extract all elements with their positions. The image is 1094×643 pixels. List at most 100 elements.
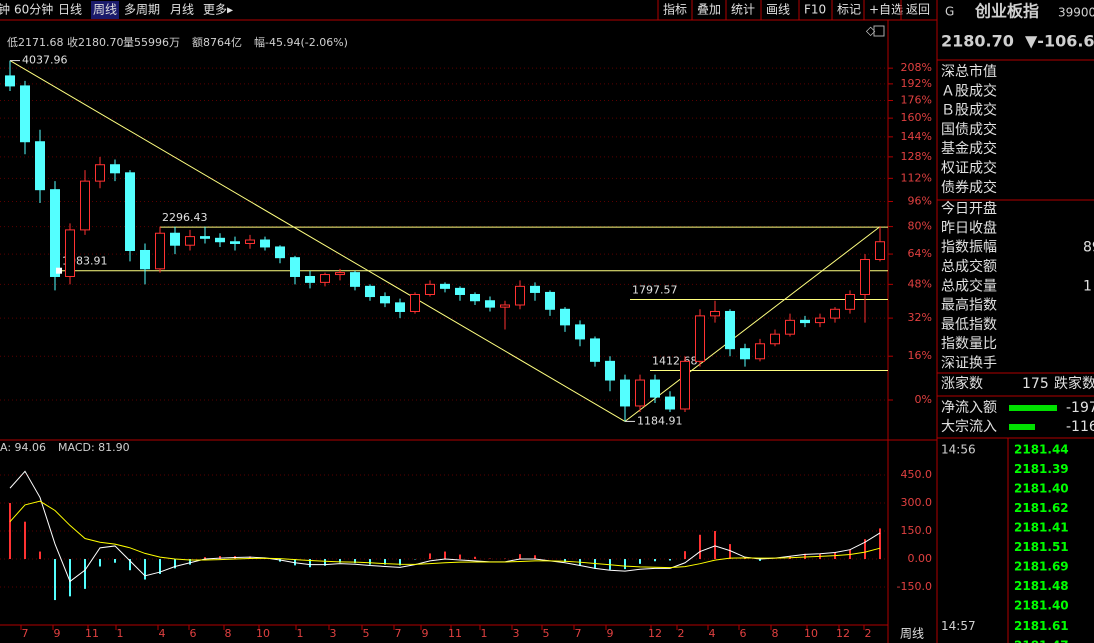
macd-line [9,500,881,569]
toolbar-button[interactable]: 统计 [731,3,755,17]
toolbar-tab[interactable]: 60分钟 [14,2,53,17]
info-item: 收2180.70 [67,35,124,49]
toolbar-tab[interactable]: 周线 [93,3,117,17]
candle-body [515,285,525,306]
y-tick-label: 32% [908,311,932,324]
x-tick-label: 10 [804,627,818,640]
toolbar-button[interactable]: 返回 [906,3,930,17]
x-tick-label: 3 [513,627,520,640]
x-tick-label: 7 [395,627,402,640]
y-tick-label: 0.00 [908,552,933,565]
close-icon[interactable] [873,25,885,37]
stat-label: 指数量比 [941,336,997,352]
candle-body [680,360,690,410]
info-item: 幅-45.94(-2.06%) [254,36,348,49]
candle-body [365,285,375,298]
toolbar-button[interactable]: +自选 [869,3,903,17]
tick-time: 14:56 [941,443,976,457]
macd-value: MACD: 81.90 [58,441,130,454]
info-item: 额8764亿 [192,36,242,49]
candle-body [440,283,450,289]
stat-label: 最低指数 [941,317,997,333]
info-item: 低2171.68 [7,36,64,49]
flow-label: 净流入额 [941,400,997,416]
y-tick-label: 64% [908,247,932,260]
candle-body [155,232,165,270]
y-tick-label: 450.0 [901,468,933,481]
candle-body [245,239,255,244]
tick-price: 2181.44 [1014,443,1069,457]
y-tick-label: 112% [901,171,932,184]
candle-body [560,308,570,326]
breadth-label: 涨家数 [941,375,983,392]
x-tick-label: 1 [117,627,124,640]
x-tick-label: 7 [575,627,582,640]
stat-label: 昨日收盘 [941,219,997,236]
candle-body [815,317,825,324]
x-tick-label: 2 [678,627,685,640]
x-tick-label: 12 [836,627,850,640]
y-tick-label: 150.0 [901,524,933,537]
candle-body [350,272,360,287]
toolbar-button[interactable]: 叠加 [697,3,721,17]
flow-value: -116 [1066,419,1094,435]
toolbar-tab[interactable]: 钟 [0,2,10,17]
stat-label: 深证换手 [941,355,997,372]
stat-label: 今日开盘 [941,200,997,217]
candle-body [5,75,15,87]
level-label: 1797.57 [632,283,678,296]
y-tick-label: 0% [915,393,932,406]
y-tick-label: 80% [908,220,932,233]
toolbar-button[interactable]: F10 [804,3,826,17]
toolbar-button[interactable]: 标记 [837,3,861,17]
candle-body [485,300,495,308]
index-name: 创业板指 [974,2,1039,21]
candle-body [875,241,885,261]
candle-body [500,304,510,308]
y-tick-label: 128% [901,150,932,163]
x-tick-label: 6 [740,627,747,640]
toolbar-button[interactable]: 指标 [663,2,687,17]
stat-label: 总成交量 [941,277,997,294]
toolbar-tab[interactable]: 多周期 [124,3,160,17]
tick-price: 2181.61 [1014,619,1069,633]
candle-body [740,348,750,360]
candle-body [275,246,285,259]
toolbar-tab[interactable]: 更多▸ [203,3,233,17]
stat-label: 债券成交 [941,179,997,196]
candle-body [650,379,660,398]
candle-body [860,259,870,295]
x-tick-label: 5 [363,627,370,640]
toolbar-tab[interactable]: 日线 [58,3,82,17]
candle-body [110,164,120,174]
candle-body [410,293,420,312]
candle-body [530,285,540,293]
x-tick-label: 11 [85,627,99,640]
y-tick-label: 300.0 [901,496,933,509]
candle-body [830,308,840,319]
candle-body [770,333,780,345]
y-tick-label: -150.0 [897,580,932,593]
candle-body [455,287,465,295]
toolbar-tab[interactable]: 月线 [170,3,194,17]
tick-price: 2181.69 [1014,560,1069,574]
x-tick-label: 1 [481,627,488,640]
candle-body [290,257,300,277]
candle-body [710,310,720,317]
macd-dea: A: 94.06 [0,441,46,454]
candle-body [575,324,585,340]
candle-body [545,291,555,310]
diamond-icon[interactable]: ◇ [866,24,876,38]
tick-price: 2181.41 [1014,521,1069,535]
tick-price: 2181.40 [1014,482,1069,496]
candle-body [200,236,210,239]
macd-line [9,470,881,583]
index-change: ▼-106.6 [1025,32,1094,51]
y-tick-label: 96% [908,194,932,207]
stat-label: 基金成交 [941,140,997,157]
toolbar-button[interactable]: 画线 [766,3,790,17]
stat-label: 权证成交 [941,160,997,177]
x-tick-label: 1 [297,627,304,640]
stat-value: 1 [1083,278,1092,294]
